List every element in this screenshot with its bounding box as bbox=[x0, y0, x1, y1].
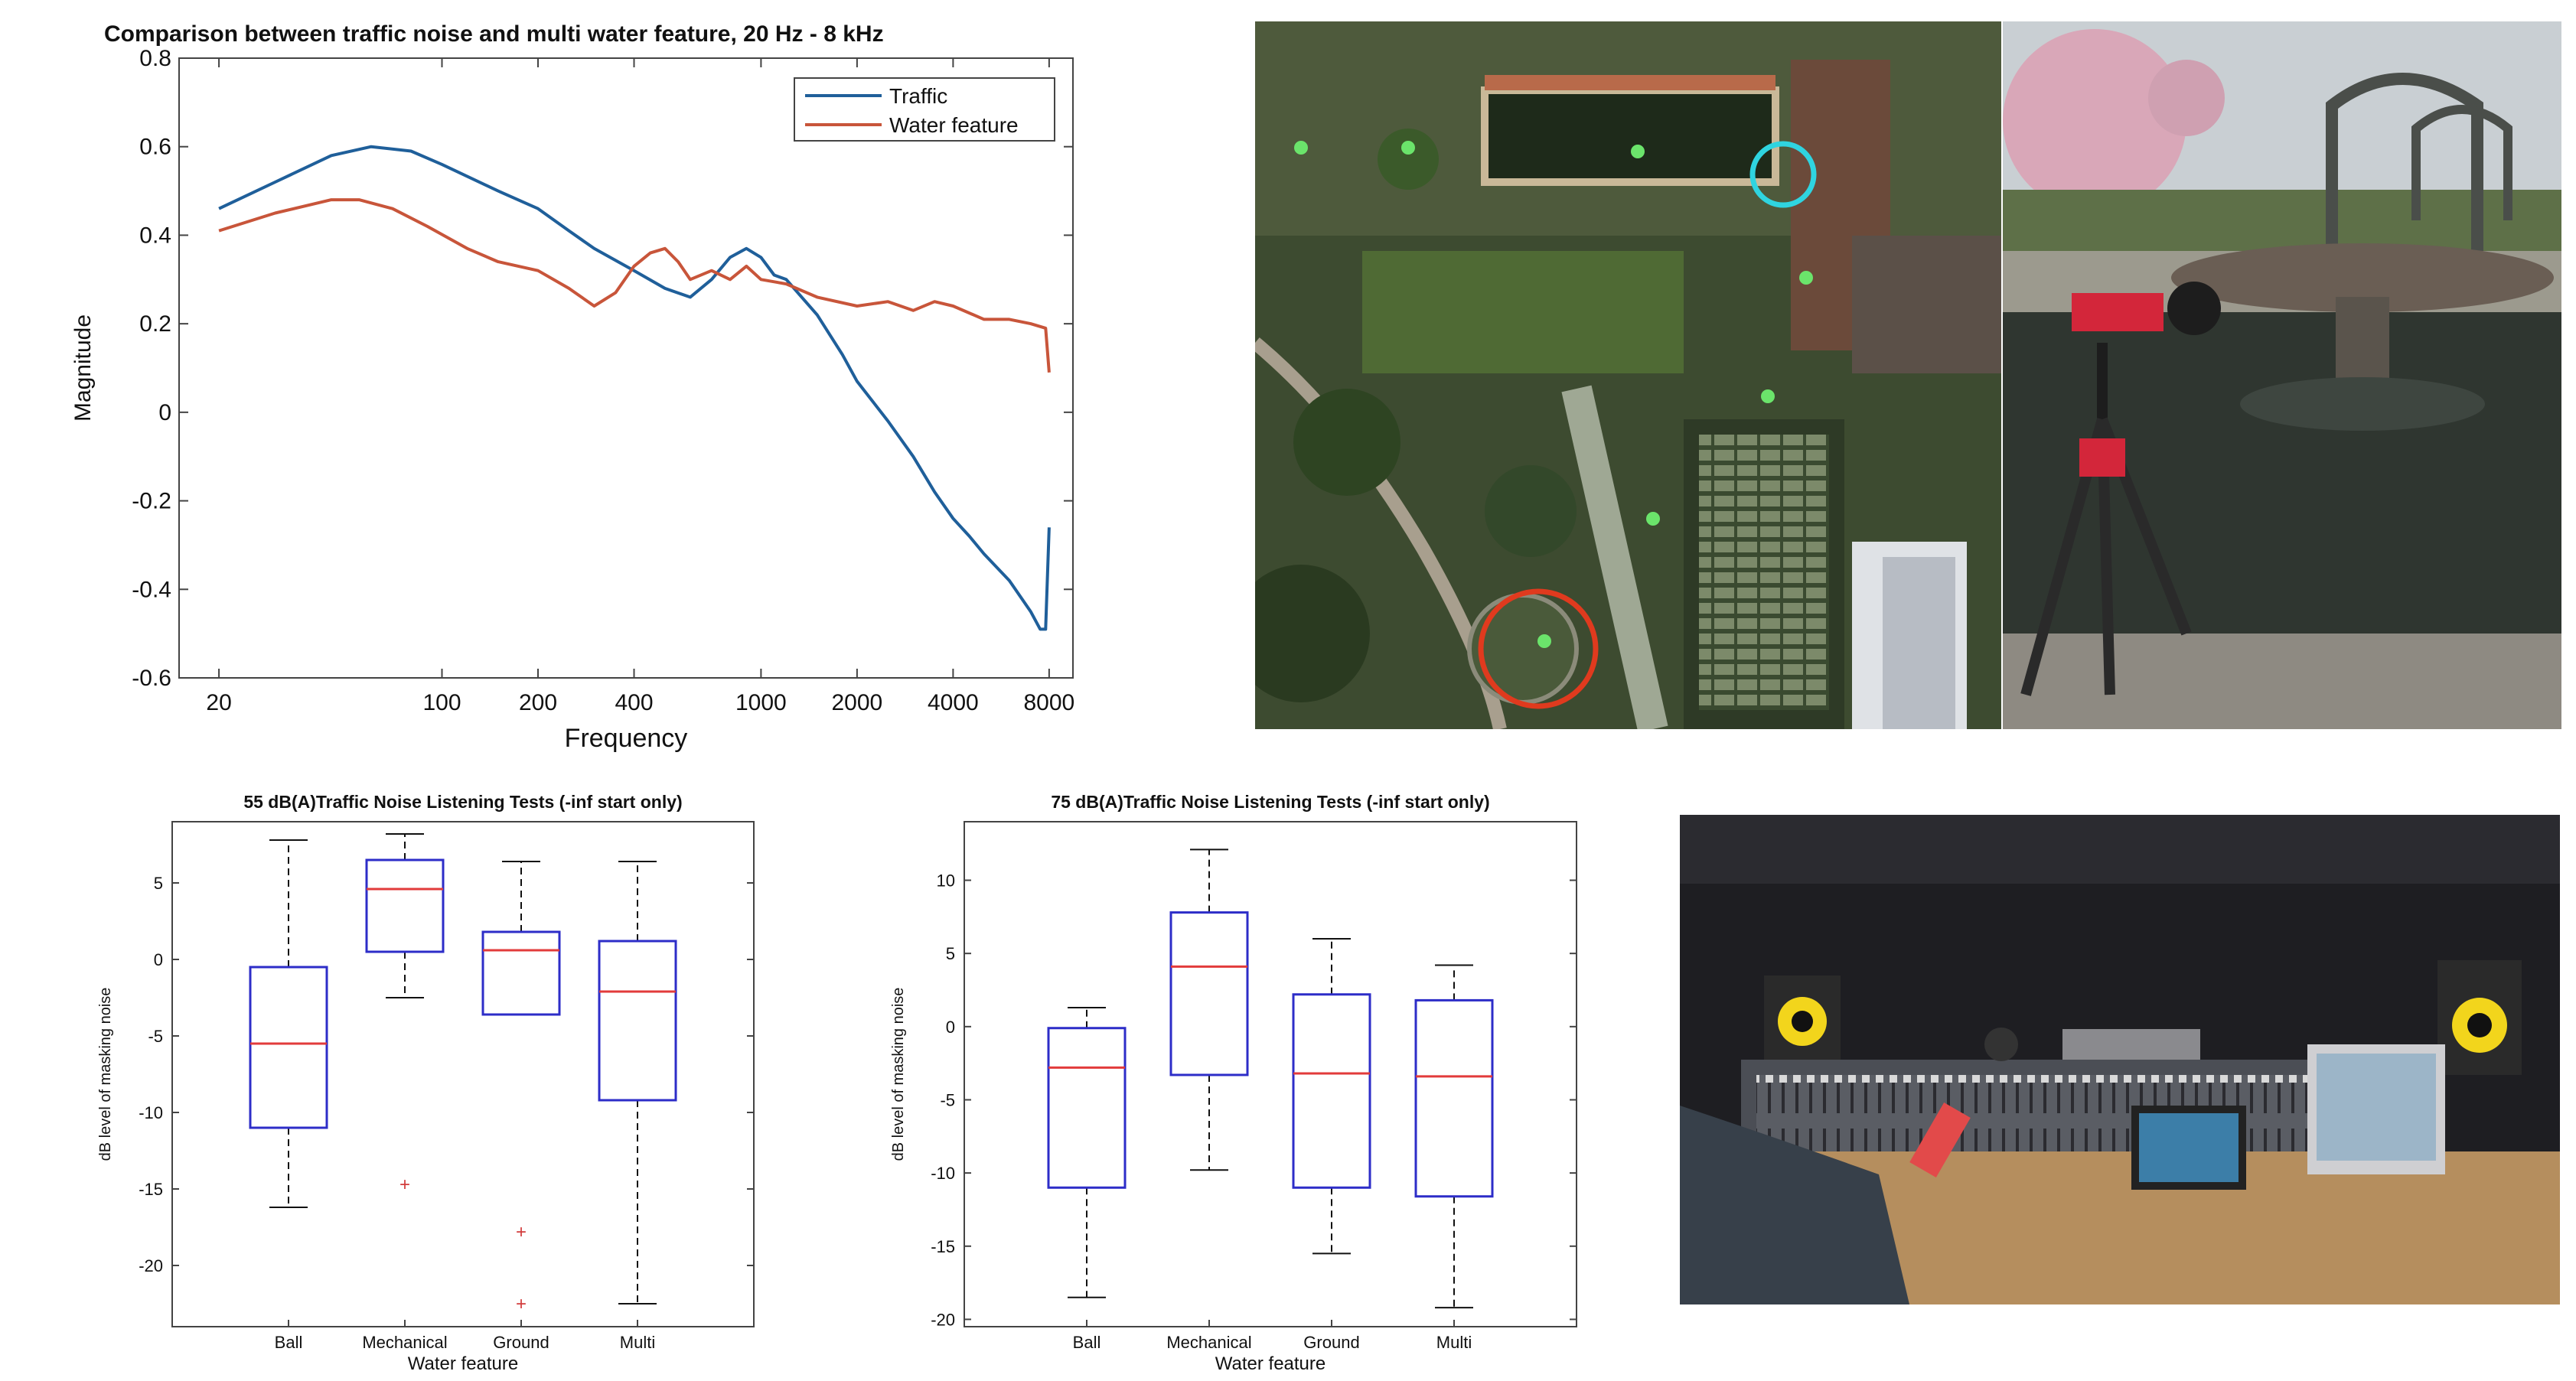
iqr-box bbox=[1414, 998, 1494, 1198]
outlier-marker: + bbox=[399, 1174, 410, 1195]
box55-xlabel: Water feature bbox=[408, 1353, 519, 1374]
box55-box-mechanical: + bbox=[365, 833, 445, 1195]
box55-y-tick-label: -20 bbox=[139, 1256, 163, 1275]
y-tick-label: 0.8 bbox=[139, 46, 171, 71]
x-tick-label: 8000 bbox=[1024, 690, 1075, 715]
outlier-marker: + bbox=[516, 1222, 527, 1243]
spectrum-xlabel: Frequency bbox=[565, 724, 688, 753]
iqr-box bbox=[1292, 993, 1371, 1189]
iqr-box bbox=[481, 930, 561, 1016]
spectrum-chart: Comparison between traffic noise and mul… bbox=[70, 21, 1075, 753]
box75-y-tick-label: -20 bbox=[931, 1310, 955, 1329]
box55-category-label: Ball bbox=[275, 1333, 303, 1352]
legend-water-label: Water feature bbox=[889, 113, 1019, 137]
spectrum-ylabel: Magnitude bbox=[70, 314, 96, 422]
box75-category-label: Multi bbox=[1436, 1333, 1472, 1352]
box55-box-multi bbox=[598, 861, 677, 1304]
studio-listening-photo bbox=[1680, 815, 2560, 1304]
studio-illustration bbox=[1680, 815, 2560, 1304]
x-tick-label: 400 bbox=[615, 690, 653, 715]
box75-ylabel: dB level of masking noise bbox=[890, 988, 907, 1161]
box75-category-label: Ball bbox=[1073, 1333, 1101, 1352]
spectrum-title: Comparison between traffic noise and mul… bbox=[104, 21, 884, 47]
x-tick-label: 100 bbox=[422, 690, 461, 715]
box75-y-tick-label: -15 bbox=[931, 1237, 955, 1256]
box75-xlabel: Water feature bbox=[1215, 1353, 1326, 1374]
box55-y-tick-label: -5 bbox=[148, 1027, 163, 1046]
box75-category-label: Ground bbox=[1303, 1333, 1359, 1352]
box75-box-ball bbox=[1047, 1006, 1127, 1298]
box55-ylabel: dB level of masking noise bbox=[97, 988, 114, 1161]
y-tick-label: 0.2 bbox=[139, 311, 171, 337]
aerial-map-illustration bbox=[1255, 21, 2001, 729]
iqr-box bbox=[365, 858, 445, 953]
box75-title: 75 dB(A)Traffic Noise Listening Tests (-… bbox=[1051, 792, 1489, 812]
box55-box-ball bbox=[249, 839, 328, 1208]
box75-y-tick-label: 10 bbox=[937, 871, 955, 891]
fountain-tripod-photo bbox=[2003, 21, 2561, 729]
box55-title: 55 dB(A)Traffic Noise Listening Tests (-… bbox=[243, 792, 682, 812]
x-tick-label: 2000 bbox=[832, 690, 883, 715]
series-line-water-feature bbox=[218, 198, 1051, 373]
x-tick-label: 200 bbox=[519, 690, 557, 715]
spectrum-legend: Traffic Water feature bbox=[794, 77, 1055, 142]
box-plot-75-panel: 75 dB(A)Traffic Noise Listening Tests (-… bbox=[880, 780, 1607, 1377]
box75-box-multi bbox=[1414, 964, 1494, 1309]
y-tick-label: -0.4 bbox=[132, 577, 171, 602]
box55-y-tick-label: 0 bbox=[154, 950, 163, 969]
legend-box bbox=[794, 77, 1055, 142]
box-plot-75: 75 dB(A)Traffic Noise Listening Tests (-… bbox=[890, 792, 1577, 1374]
box55-y-tick-label: 5 bbox=[154, 874, 163, 893]
box-plot-55: 55 dB(A)Traffic Noise Listening Tests (-… bbox=[97, 792, 755, 1374]
x-tick-label: 1000 bbox=[735, 690, 787, 715]
box55-box-ground: ++ bbox=[481, 861, 561, 1314]
iqr-box bbox=[598, 940, 677, 1102]
box75-box-ground bbox=[1292, 938, 1371, 1255]
spectrum-plot-frame bbox=[178, 57, 1074, 679]
x-tick-label: 4000 bbox=[928, 690, 979, 715]
box75-box-mechanical bbox=[1169, 848, 1249, 1171]
box-plot-55-panel: 55 dB(A)Traffic Noise Listening Tests (-… bbox=[92, 780, 781, 1377]
aerial-map-photo bbox=[1255, 21, 2001, 729]
iqr-box bbox=[1169, 911, 1249, 1076]
y-tick-label: -0.2 bbox=[132, 489, 171, 514]
box55-category-label: Multi bbox=[620, 1333, 655, 1352]
fountain-illustration bbox=[2003, 21, 2561, 729]
series-line-traffic bbox=[218, 145, 1051, 631]
box75-category-label: Mechanical bbox=[1166, 1333, 1251, 1352]
x-tick-label: 20 bbox=[206, 690, 231, 715]
y-tick-label: 0 bbox=[158, 400, 171, 425]
legend-traffic-label: Traffic bbox=[889, 84, 947, 108]
y-tick-label: -0.6 bbox=[132, 666, 171, 691]
iqr-box bbox=[1047, 1027, 1127, 1189]
box55-y-tick-label: -10 bbox=[139, 1103, 163, 1122]
box75-y-tick-label: -5 bbox=[940, 1090, 955, 1109]
y-tick-label: 0.4 bbox=[139, 223, 171, 248]
outlier-marker: + bbox=[516, 1294, 527, 1314]
iqr-box bbox=[249, 966, 328, 1129]
box55-category-label: Mechanical bbox=[362, 1333, 447, 1352]
box55-y-tick-label: -15 bbox=[139, 1180, 163, 1199]
box75-y-tick-label: 0 bbox=[946, 1018, 955, 1037]
box75-y-tick-label: -10 bbox=[931, 1164, 955, 1183]
y-tick-label: 0.6 bbox=[139, 135, 171, 160]
box75-y-tick-label: 5 bbox=[946, 944, 955, 963]
spectrum-chart-panel: Comparison between traffic noise and mul… bbox=[0, 0, 1087, 765]
box55-category-label: Ground bbox=[493, 1333, 549, 1352]
